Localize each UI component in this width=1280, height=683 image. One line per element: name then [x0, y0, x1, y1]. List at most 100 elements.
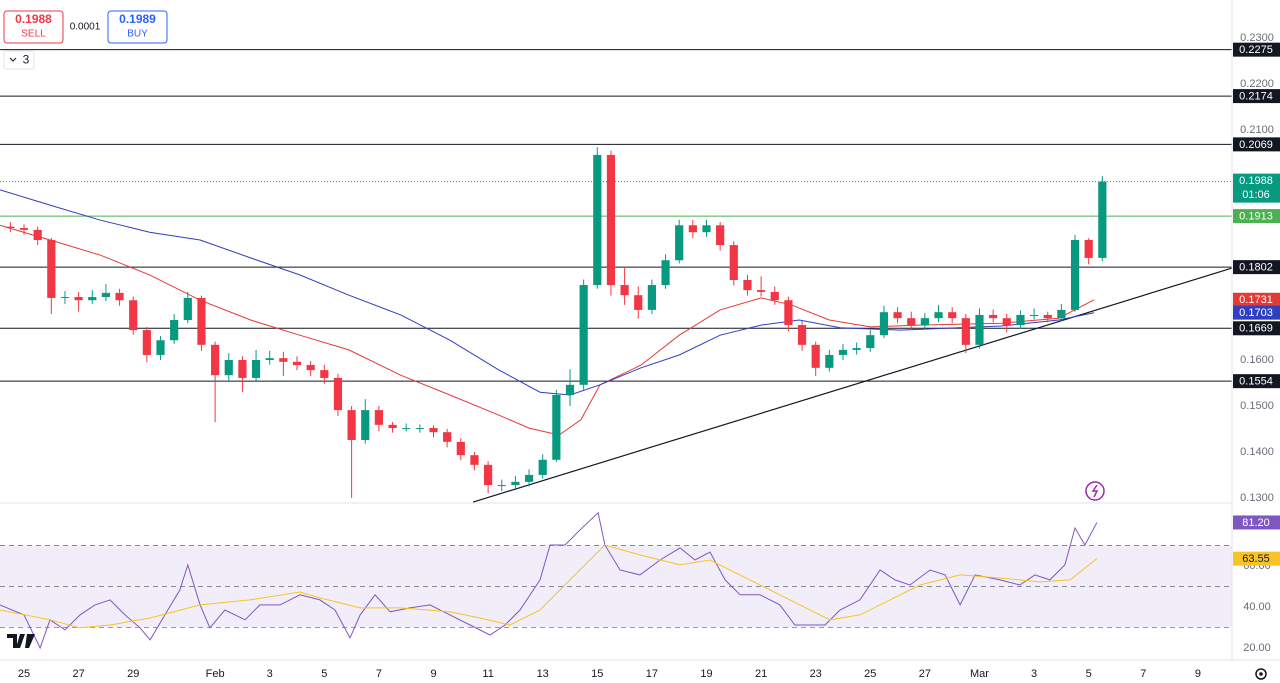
y-tick-label: 0.1400 [1240, 446, 1274, 458]
candle-body [388, 424, 397, 429]
level-label: 0.2069 [1239, 139, 1273, 151]
candle-body [1002, 318, 1011, 326]
gear [1255, 668, 1267, 680]
candle-body [484, 464, 493, 486]
candle-body [306, 365, 315, 371]
level-label-box [1233, 260, 1280, 275]
candle-body [170, 320, 179, 341]
candle-body [238, 360, 247, 378]
candle-body [538, 459, 547, 475]
spread: 0.0001 [70, 22, 101, 33]
last-price-box [1233, 173, 1280, 203]
settings-icon[interactable] [1255, 668, 1267, 680]
candle-body [524, 474, 534, 482]
candle-body [647, 285, 656, 310]
candle-body [852, 348, 861, 350]
candle-body [74, 297, 83, 301]
countdown: 01:06 [1242, 189, 1270, 201]
candle-body [948, 312, 957, 319]
candle-body [975, 314, 984, 345]
candle-body [1084, 240, 1093, 258]
candle-body [224, 360, 233, 376]
y-tick-label: 0.1300 [1240, 492, 1274, 504]
candle-body [456, 441, 465, 456]
y-tick-label: 0.2100 [1240, 124, 1274, 136]
x-tick-label: 9 [430, 668, 436, 680]
candle-body [88, 297, 97, 301]
candle-body [511, 481, 520, 486]
level-label: 0.1913 [1239, 211, 1273, 223]
candle-body [292, 361, 302, 366]
rsi-tick-label: 20.00 [1243, 642, 1271, 654]
sell-button[interactable] [3, 10, 64, 44]
rsi-line [0, 511, 1098, 650]
candle-body [920, 318, 929, 326]
candle-body [142, 330, 151, 355]
candle-body [989, 314, 998, 319]
candle-body [60, 297, 70, 299]
x-tick-label: 17 [646, 668, 658, 680]
candle-body [907, 318, 916, 326]
y-tick-label: 0.2300 [1240, 32, 1274, 44]
candle-body [6, 226, 15, 229]
candle-body [702, 225, 711, 233]
candle-body [1070, 240, 1080, 310]
candle-body [579, 285, 588, 385]
x-tick-label: 3 [1031, 668, 1037, 680]
candle-body [675, 225, 684, 261]
trade-panel: 0.1988 SELL 0.0001 0.1989 BUY 3 [3, 10, 168, 70]
candle-body [756, 290, 766, 292]
alert-icon[interactable] [1085, 481, 1105, 501]
candle-body [1098, 181, 1107, 258]
candle-body [279, 358, 288, 362]
candle-body [743, 280, 752, 291]
x-tick-label: 7 [1140, 668, 1146, 680]
candle-body [729, 245, 738, 281]
buy-button[interactable] [107, 10, 168, 44]
ma-label-box [1233, 305, 1280, 320]
level-label-box [1233, 374, 1280, 389]
candle-body [497, 485, 506, 487]
x-tick-label: 29 [127, 668, 139, 680]
candle-body [320, 370, 329, 378]
candle-body [593, 154, 602, 286]
rsi-value-label-box [1233, 551, 1280, 566]
x-tick-label: 13 [537, 668, 549, 680]
x-tick-label: 5 [321, 668, 327, 680]
x-tick-label: 3 [267, 668, 273, 680]
candle-body [1057, 309, 1066, 319]
candle-body [361, 410, 370, 441]
candle-body [429, 428, 438, 433]
lightning [1091, 484, 1099, 498]
indicators-toggle[interactable] [3, 50, 35, 70]
candle-body [156, 340, 165, 355]
candle-body [825, 354, 834, 368]
x-tick-label: 25 [864, 668, 876, 680]
logo [7, 634, 35, 648]
last-price: 0.1988 [1239, 175, 1273, 187]
candle-body [251, 360, 261, 378]
rsi-value-label: 63.55 [1242, 553, 1270, 565]
x-tick-label: 19 [700, 668, 712, 680]
x-tick-label: Mar [970, 668, 989, 680]
buy-label: BUY [127, 29, 148, 40]
level-label-box [1233, 89, 1280, 104]
axes: 25 27 29 Feb 3 5 7 9 11 13 15 17 19 21 23 25 27 Mar 3 5 7 9 0.… [18, 32, 1280, 680]
candle-body [866, 335, 875, 349]
candle-body [661, 260, 670, 286]
candle-body [183, 297, 192, 321]
gear-center [1259, 672, 1263, 676]
candle-body [115, 292, 124, 301]
level-label-box [1233, 42, 1280, 57]
x-tick-label: 7 [376, 668, 382, 680]
candle-body [1016, 314, 1025, 326]
level-label: 0.2174 [1239, 91, 1273, 103]
x-tick-label: 25 [18, 668, 30, 680]
candle-body [33, 229, 42, 241]
buy-price: 0.1989 [119, 12, 156, 26]
level-label-box [1233, 209, 1280, 224]
candle-body [565, 384, 575, 395]
candle-body [797, 325, 807, 345]
level-label-box [1233, 137, 1280, 152]
